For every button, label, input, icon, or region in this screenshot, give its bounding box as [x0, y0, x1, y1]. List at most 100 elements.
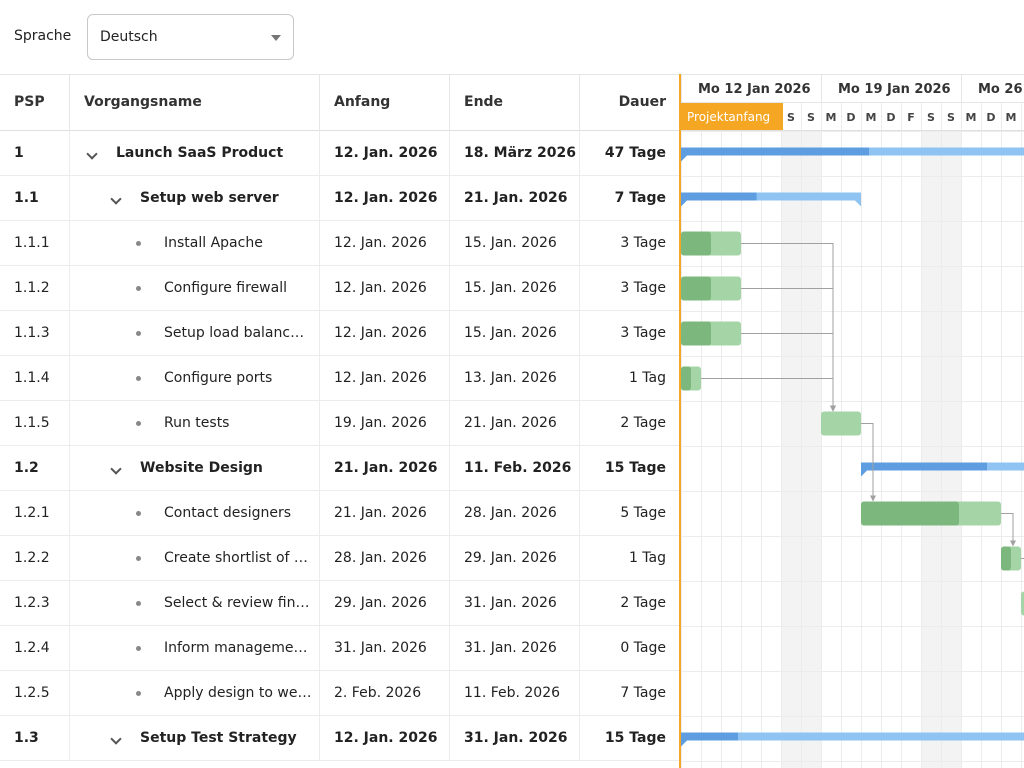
table-row[interactable]: 1.1.2 Configure firewall 12. Jan. 2026 15. …	[0, 266, 680, 311]
name-cell: Configure ports	[70, 356, 320, 401]
duration-cell: 3 Tage	[620, 325, 666, 341]
summary-bar-start-cap	[681, 732, 687, 747]
column-header-name[interactable]: Vorgangsname	[70, 75, 320, 131]
chevron-down-icon[interactable]	[110, 733, 122, 745]
end-date-cell: 21. Jan. 2026	[450, 401, 580, 446]
end-date-cell: 21. Jan. 2026	[450, 176, 580, 221]
name-cell: Website Design	[70, 446, 320, 491]
summary-bar-start-cap	[861, 462, 867, 477]
summary-bar-progress	[681, 147, 869, 156]
task-name: Setup load balanc…	[164, 325, 305, 341]
name-cell: Apply design to we…	[70, 671, 320, 716]
end-date-cell: 11. Feb. 2026	[450, 446, 580, 491]
bullet-icon	[136, 331, 141, 336]
column-header-psp[interactable]: PSP	[0, 75, 70, 131]
dependency-line	[701, 378, 834, 410]
end-date-cell: 31. Jan. 2026	[450, 581, 580, 626]
summary-bar-start-cap	[681, 192, 687, 207]
day-letter: S	[807, 111, 815, 124]
name-cell: Launch SaaS Product	[70, 131, 320, 176]
name-cell: Create shortlist of t…	[70, 536, 320, 581]
chevron-down-icon[interactable]	[110, 463, 122, 475]
start-date-cell: 19. Jan. 2026	[320, 401, 450, 446]
duration-cell: 2 Tage	[620, 595, 666, 611]
task-name: Setup web server	[140, 190, 279, 206]
task-bar-progress	[1001, 546, 1011, 571]
chevron-down-icon[interactable]	[110, 193, 122, 205]
table-row[interactable]: 1.2.5 Apply design to we… 2. Feb. 2026 11. …	[0, 671, 680, 716]
duration-cell: 1 Tag	[628, 550, 666, 566]
task-bar-progress	[681, 321, 711, 346]
summary-bar-progress	[681, 732, 738, 741]
psp-cell: 1.2.3	[0, 581, 70, 626]
table-row[interactable]: 1.2.2 Create shortlist of t… 28. Jan. 2026…	[0, 536, 680, 581]
start-date-cell: 29. Jan. 2026	[320, 581, 450, 626]
psp-cell: 1.2.5	[0, 671, 70, 716]
task-grid: PSP Vorgangsname Anfang Ende Dauer 1 Laun…	[0, 74, 680, 768]
start-date-cell: 21. Jan. 2026	[320, 446, 450, 491]
dependency-arrow	[870, 495, 876, 502]
bullet-icon	[136, 556, 141, 561]
bullet-icon	[136, 601, 141, 606]
language-select[interactable]: Deutsch	[87, 14, 294, 60]
dependency-arrow	[1010, 540, 1016, 547]
task-name: Install Apache	[164, 235, 263, 251]
table-row[interactable]: 1.1.5 Run tests 19. Jan. 2026 21. Jan. 2026…	[0, 401, 680, 446]
column-header-end[interactable]: Ende	[450, 75, 580, 131]
duration-cell: 7 Tage	[614, 190, 666, 206]
day-letter: S	[787, 111, 795, 124]
duration-cell: 3 Tage	[620, 280, 666, 296]
week-label: Mo 26 Jan 2026	[978, 82, 1024, 97]
end-date-cell: 28. Jan. 2026	[450, 491, 580, 536]
dependency-line	[861, 423, 874, 500]
day-letter: M	[1006, 111, 1017, 124]
bullet-icon	[136, 691, 141, 696]
weekend-column	[941, 131, 961, 768]
table-row[interactable]: 1.2.4 Inform manageme… 31. Jan. 2026 31. Ja…	[0, 626, 680, 671]
psp-cell: 1.3	[0, 716, 70, 761]
duration-cell: 47 Tage	[604, 145, 666, 161]
column-header-start[interactable]: Anfang	[320, 75, 450, 131]
weekend-column	[801, 131, 821, 768]
table-row[interactable]: 1.2 Website Design 21. Jan. 2026 11. Feb. 2…	[0, 446, 680, 491]
start-date-cell: 12. Jan. 2026	[320, 176, 450, 221]
table-row[interactable]: 1.2.1 Contact designers 21. Jan. 2026 28. J…	[0, 491, 680, 536]
weekend-column	[921, 131, 941, 768]
end-date-cell: 11. Feb. 2026	[450, 671, 580, 716]
chevron-down-icon[interactable]	[86, 148, 98, 160]
psp-cell: 1	[0, 131, 70, 176]
task-name: Select & review fin…	[164, 595, 310, 611]
column-header-duration[interactable]: Dauer	[618, 94, 666, 110]
table-row[interactable]: 1.1.4 Configure ports 12. Jan. 2026 13. Jan…	[0, 356, 680, 401]
project-start-badge	[681, 103, 783, 130]
day-letter: S	[947, 111, 955, 124]
table-row[interactable]: 1 Launch SaaS Product 12. Jan. 2026 18. Mär…	[0, 131, 680, 176]
end-date-cell: 31. Jan. 2026	[450, 626, 580, 671]
day-letter: S	[927, 111, 935, 124]
table-row[interactable]: 1.2.3 Select & review fin… 29. Jan. 2026 31…	[0, 581, 680, 626]
dependency-line	[1001, 513, 1014, 545]
dependency-arrow	[830, 405, 836, 412]
duration-cell: 0 Tage	[620, 640, 666, 656]
start-date-cell: 31. Jan. 2026	[320, 626, 450, 671]
table-row[interactable]: 1.3 Setup Test Strategy 12. Jan. 2026 31. J…	[0, 716, 680, 761]
name-cell: Setup Test Strategy	[70, 716, 320, 761]
weekend-column	[781, 131, 801, 768]
start-date-cell: 12. Jan. 2026	[320, 266, 450, 311]
bullet-icon	[136, 511, 141, 516]
task-name: Inform manageme…	[164, 640, 308, 656]
table-row[interactable]: 1.1.1 Install Apache 12. Jan. 2026 15. Jan.…	[0, 221, 680, 266]
name-cell: Contact designers	[70, 491, 320, 536]
psp-cell: 1.1.2	[0, 266, 70, 311]
end-date-cell: 31. Jan. 2026	[450, 716, 580, 761]
bullet-icon	[136, 421, 141, 426]
psp-cell: 1.1.4	[0, 356, 70, 401]
end-date-cell: 15. Jan. 2026	[450, 221, 580, 266]
day-letter: F	[907, 111, 915, 124]
table-row[interactable]: 1.1 Setup web server 12. Jan. 2026 21. Jan.…	[0, 176, 680, 221]
psp-cell: 1.2.2	[0, 536, 70, 581]
summary-bar	[681, 192, 861, 201]
table-row[interactable]: 1.1.3 Setup load balanc… 12. Jan. 2026 15. …	[0, 311, 680, 356]
day-letter: M	[966, 111, 977, 124]
summary-bar-end-cap	[855, 192, 861, 207]
